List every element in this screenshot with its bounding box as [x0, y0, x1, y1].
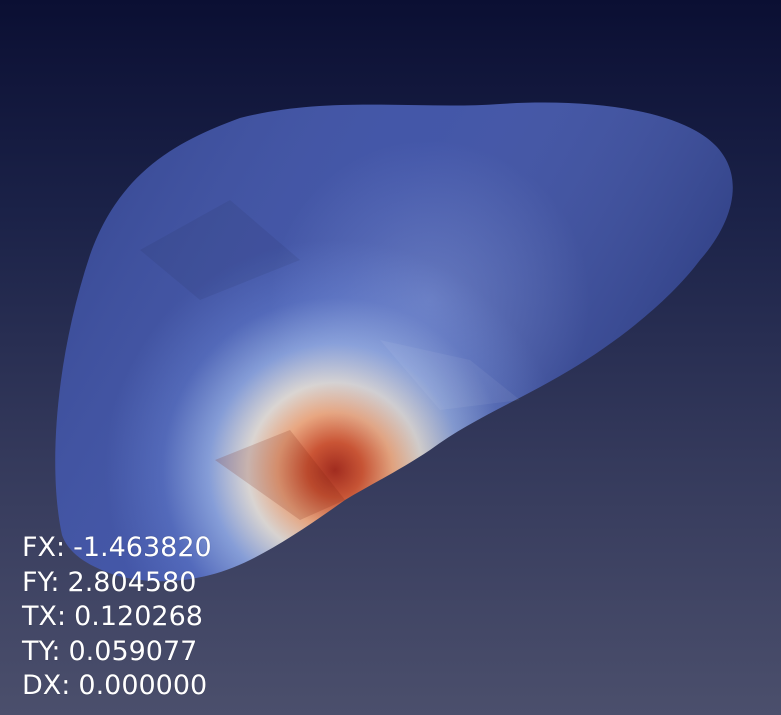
- readout-label: TX:: [22, 601, 67, 632]
- readout-label: FY:: [22, 566, 60, 598]
- readout-row-fy: FY: 2.804580: [22, 566, 212, 601]
- readout-value: 2.804580: [67, 566, 197, 598]
- readout-value: 0.000000: [78, 670, 208, 701]
- readout-label: TY:: [22, 635, 61, 667]
- readout-row-dx: DX: 0.000000: [22, 669, 212, 704]
- readout-value: -1.463820: [73, 532, 212, 563]
- readout-label: FX:: [22, 532, 66, 563]
- coordinate-readout: FX: -1.463820 FY: 2.804580 TX: 0.120268 TY:…: [22, 531, 212, 704]
- readout-value: 0.120268: [74, 601, 203, 632]
- readout-row-fx: FX: -1.463820: [22, 531, 212, 566]
- readout-row-tx: TX: 0.120268: [22, 600, 212, 635]
- readout-row-ty: TY: 0.059077: [22, 635, 212, 670]
- readout-value: 0.059077: [68, 635, 198, 667]
- readout-label: DX:: [22, 670, 71, 701]
